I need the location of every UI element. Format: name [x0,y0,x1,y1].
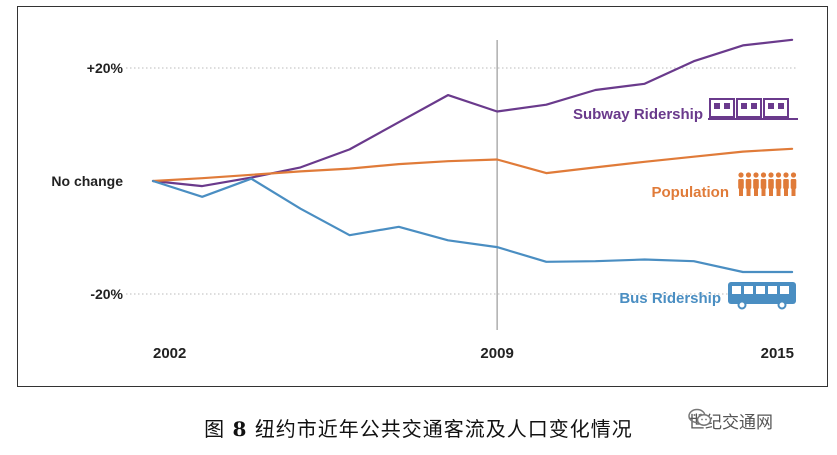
person-legs [739,188,743,196]
subway-train-icon [708,98,798,120]
people-icon [738,172,797,196]
chart-frame [17,6,828,387]
person-head [790,172,797,178]
train-car [763,98,789,118]
person-legs [761,188,766,196]
y-tick-label: +20% [87,60,124,76]
person-head [738,172,744,178]
series-label-population: Population [652,184,730,201]
person-body [768,179,774,189]
person-head [760,172,767,178]
person-head [775,172,782,178]
bus-wheel [737,300,747,310]
x-tick-label: 2015 [761,345,794,362]
x-tick-label: 2002 [153,345,186,362]
series-label-bus: Bus Ridership [619,290,721,307]
bus-icon [728,282,796,310]
person-head [768,172,774,178]
train-car [736,98,762,118]
train-window [714,103,720,109]
person-legs [776,188,781,196]
person-body [753,179,759,189]
person-body [775,179,782,189]
series-line [151,38,794,188]
train-window [741,103,747,109]
figure-caption: 图 8 纽约市近年公共交通客流及人口变化情况 [0,413,837,442]
person-body [760,179,767,189]
bus-window [780,286,789,294]
bus-window [744,286,753,294]
person-head [783,172,789,178]
bus-window [756,286,765,294]
person-body [745,179,752,189]
train-window [768,103,774,109]
caption-prefix: 图 [204,417,226,441]
wechat-icon [688,408,712,426]
series-line [151,147,794,183]
person-legs [791,188,796,196]
person-body [738,179,744,189]
series-label-subway: Subway Ridership [573,106,703,123]
caption-number: 8 [232,417,248,441]
series-line [151,177,794,274]
train-window [724,103,730,109]
person-head [745,172,752,178]
train-window [751,103,757,109]
bus-window [768,286,777,294]
person-head [753,172,759,178]
y-tick-label: -20% [90,286,123,302]
train-car [709,98,735,118]
bus-wheel [777,300,787,310]
person-legs [754,188,758,196]
watermark: 世纪交通网 [688,408,773,433]
train-window [778,103,784,109]
caption-text: 纽约市近年公共交通客流及人口变化情况 [254,417,633,441]
line-chart: +20% No change -20% 2002 2009 2015 Subway Ride… [51,38,798,362]
person-legs [769,188,773,196]
x-tick-label: 2009 [480,345,513,362]
person-legs [784,188,788,196]
person-body [790,179,797,189]
y-tick-label: No change [51,173,123,189]
person-body [783,179,789,189]
person-legs [746,188,751,196]
bus-window [732,286,741,294]
